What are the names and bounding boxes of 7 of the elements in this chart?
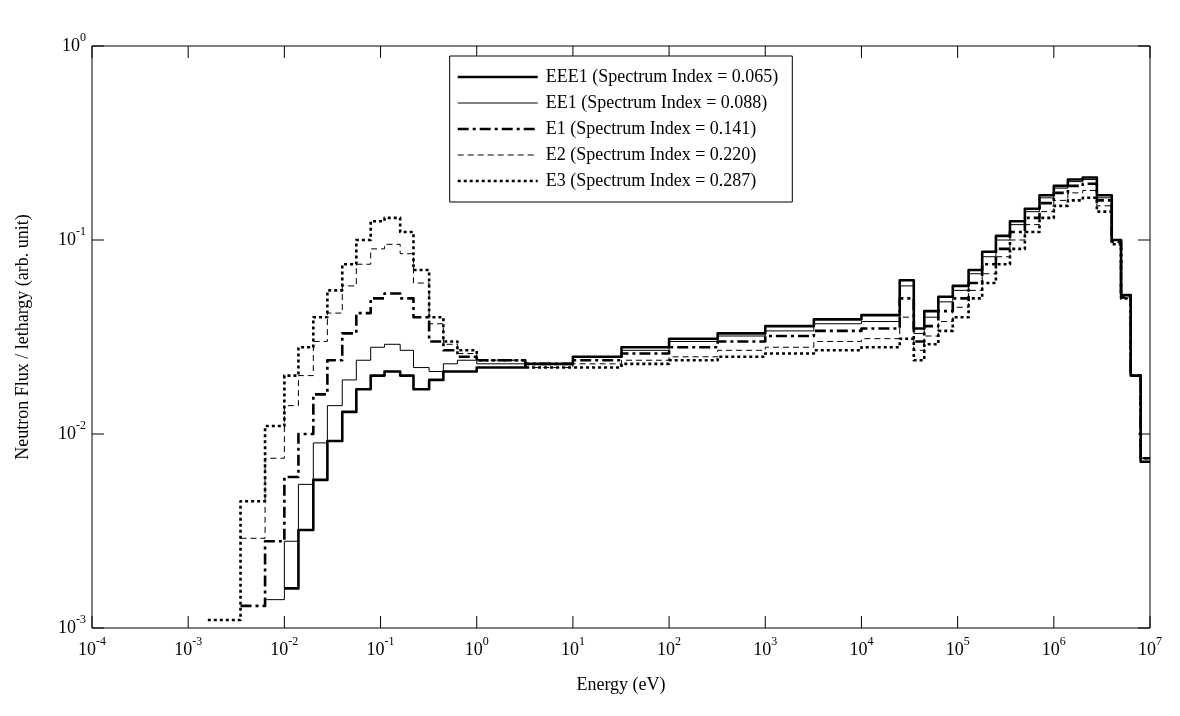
legend-label: EEE1 (Spectrum Index = 0.065) [545, 65, 779, 87]
x-axis-title: Energy (eV) [576, 674, 666, 695]
y-axis-title: Neutron Flux / lethargy (arb. unit) [12, 214, 33, 460]
legend-label: EE1 (Spectrum Index = 0.088) [545, 91, 768, 113]
legend-label: E3 (Spectrum Index = 0.287) [545, 169, 757, 191]
legend-label: E2 (Spectrum Index = 0.220) [545, 143, 757, 165]
legend-label: E1 (Spectrum Index = 0.141) [545, 117, 757, 139]
